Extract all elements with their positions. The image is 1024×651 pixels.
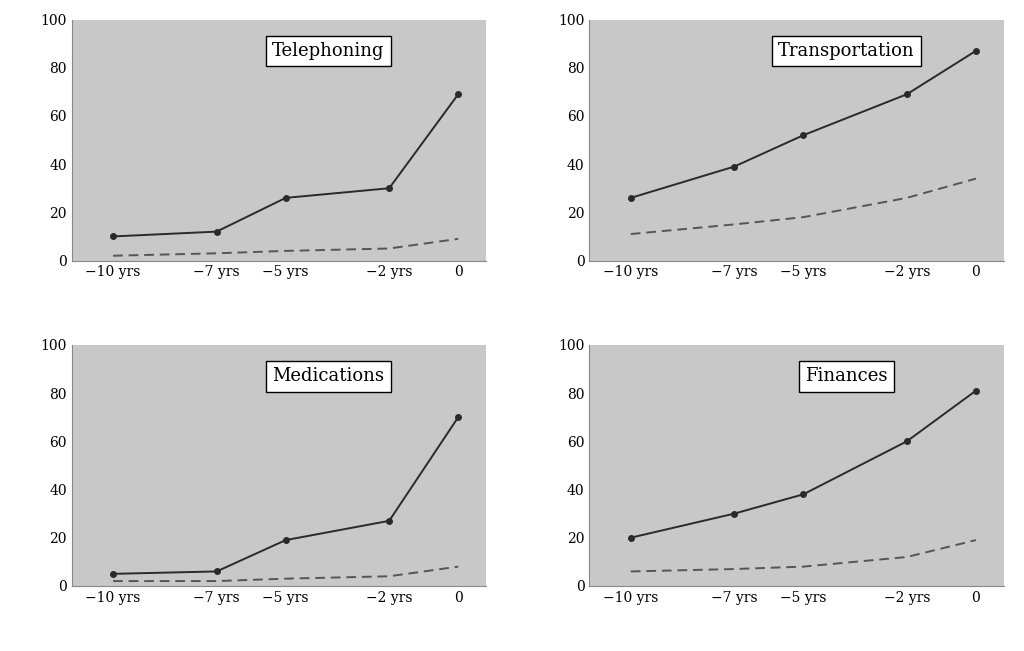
Text: Medications: Medications [272, 367, 384, 385]
Text: Telephoning: Telephoning [272, 42, 385, 60]
Text: Transportation: Transportation [778, 42, 914, 60]
Text: Finances: Finances [805, 367, 888, 385]
